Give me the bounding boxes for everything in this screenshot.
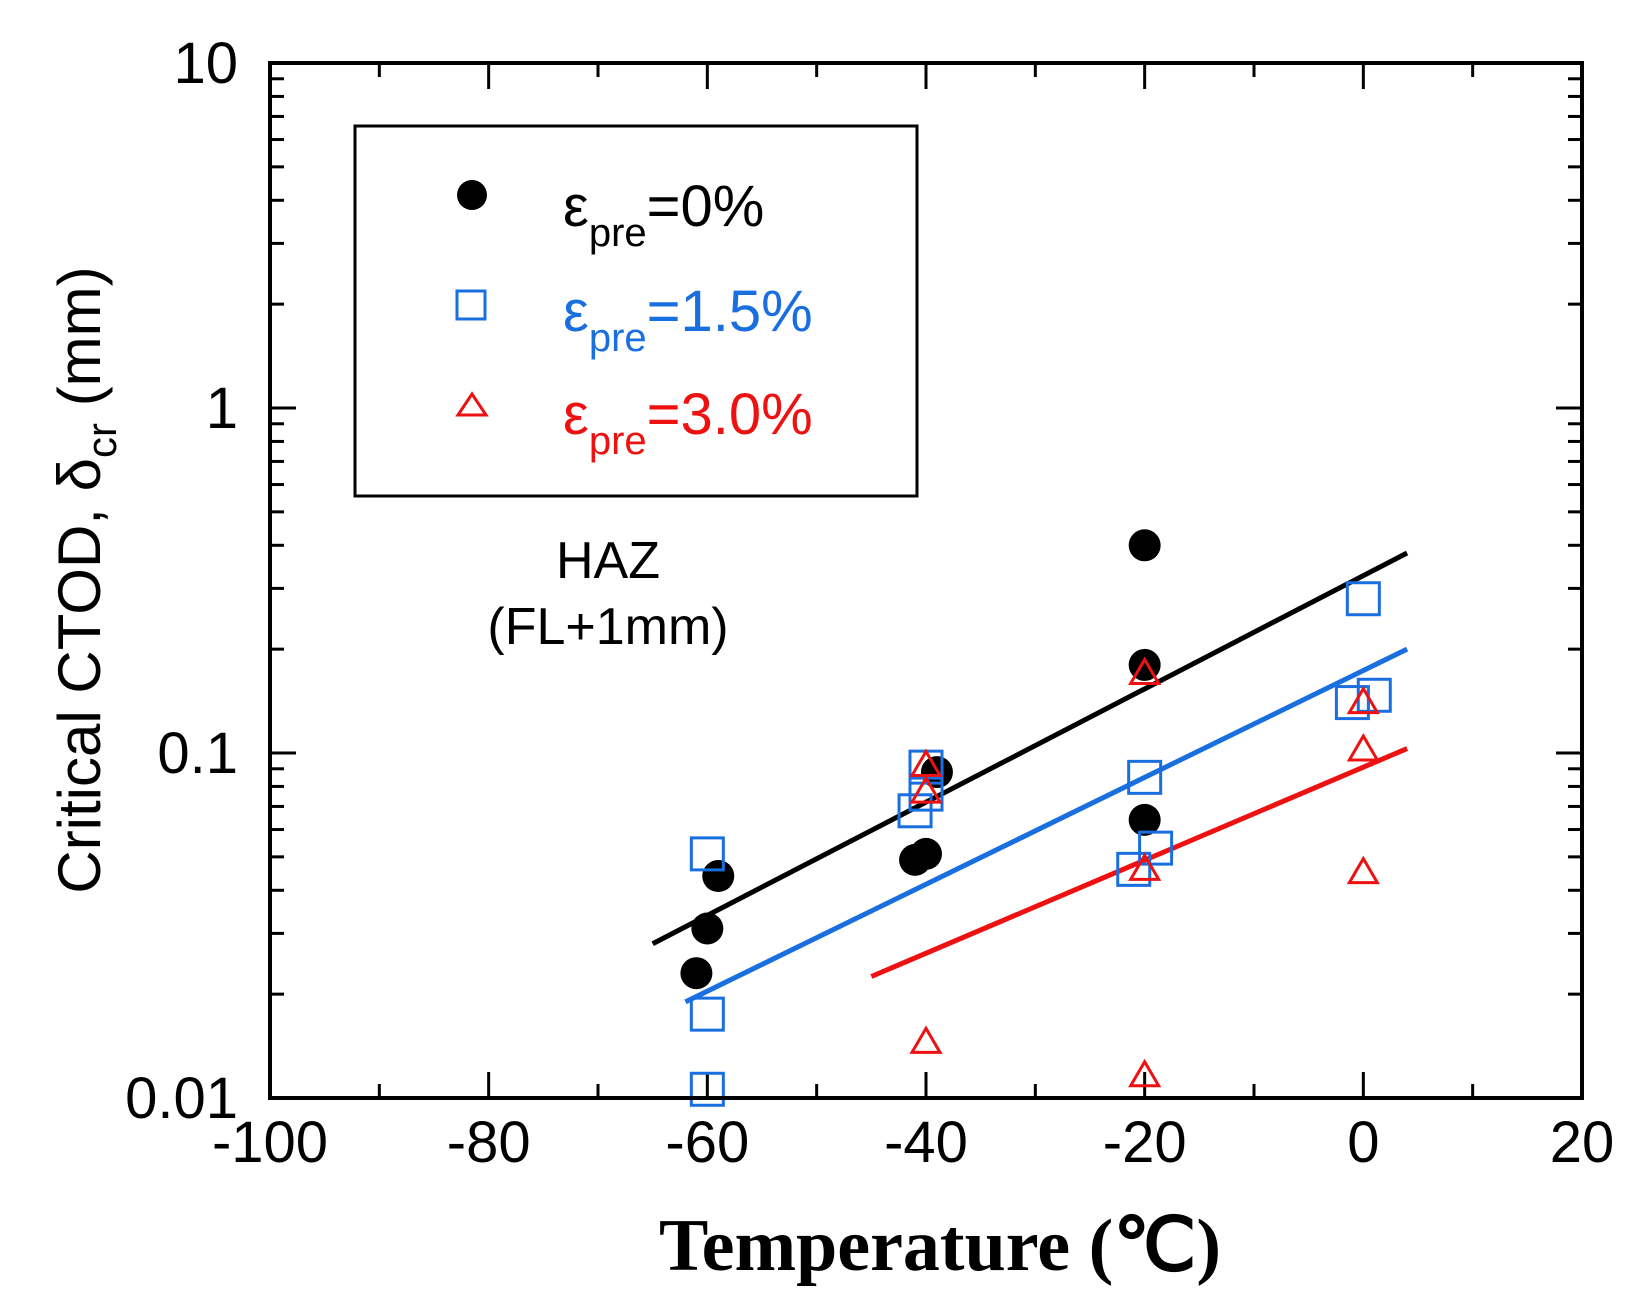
point-series-1: [689, 1071, 725, 1107]
legend-marker-2: [455, 391, 489, 417]
annotation-line-2: (FL+1mm): [487, 598, 728, 656]
point-series-0: [1128, 803, 1161, 836]
legend-label-0: εpre=0%: [563, 174, 764, 255]
point-series-2: [1346, 733, 1380, 762]
point-series-2: [909, 775, 943, 804]
point-series-1: [689, 996, 725, 1032]
legend-label-1-value: =1.5%: [647, 279, 813, 344]
y-tick-label: 1: [206, 376, 238, 441]
legend-label-2-symbol: ε: [563, 382, 589, 447]
point-series-0: [702, 860, 735, 893]
point-series-2: [909, 1025, 943, 1054]
fit-line-0: [651, 550, 1409, 946]
point-series-0: [910, 837, 942, 870]
y-axis-label: Critical CTOD, δcr (mm): [46, 266, 125, 893]
axis-ticks: [268, 63, 1584, 1100]
point-series-0: [1128, 529, 1161, 562]
legend-label-2-value: =3.0%: [647, 382, 813, 447]
x-axis-label: Temperature (℃): [659, 1205, 1221, 1287]
x-tick-label: -20: [1103, 1110, 1187, 1175]
point-series-2: [1128, 1058, 1162, 1088]
x-tick-label: -100: [212, 1110, 328, 1175]
point-series-2: [909, 748, 943, 777]
point-series-2: [1128, 656, 1162, 685]
point-series-1: [1116, 851, 1152, 887]
legend-label-0-symbol: ε: [563, 174, 589, 239]
point-series-1: [1138, 830, 1174, 866]
x-tick-label: -80: [447, 1110, 531, 1175]
legend-label-2: εpre=3.0%: [563, 382, 813, 463]
legend-label-1-sub: pre: [589, 316, 647, 360]
y-axis-label-main: Critical CTOD, δ: [46, 458, 113, 894]
x-tick-labels: -100 -80 -60 -40 -20 0 20: [212, 1110, 1614, 1175]
legend-label-2-sub: pre: [589, 419, 647, 463]
y-axis-label-unit: (mm): [46, 266, 113, 423]
point-series-0: [680, 957, 713, 990]
legend: εpre=0% εpre=1.5% εpre=3.0%: [353, 124, 919, 498]
point-series-1: [1127, 759, 1163, 795]
annotation-line-1: HAZ: [556, 532, 660, 590]
legend-label-1-symbol: ε: [563, 279, 589, 344]
y-tick-label: 10: [173, 31, 238, 96]
data-points: [680, 529, 1392, 1107]
legend-marker-0: [457, 180, 487, 210]
point-series-2: [1346, 855, 1380, 885]
x-tick-label: -60: [665, 1110, 749, 1175]
x-tick-label: 0: [1347, 1110, 1379, 1175]
legend-label-0-sub: pre: [589, 211, 647, 255]
plot-frame: [268, 61, 1584, 1100]
y-axis-label-sub: cr: [78, 423, 125, 458]
legend-label-1: εpre=1.5%: [563, 279, 813, 360]
x-tick-label: 20: [1550, 1110, 1615, 1175]
point-series-1: [1345, 581, 1381, 617]
legend-marker-1: [455, 289, 487, 321]
y-tick-labels: 0.01 0.1 1 10: [125, 31, 238, 1131]
legend-label-0-value: =0%: [647, 174, 765, 239]
x-tick-label: -40: [884, 1110, 968, 1175]
y-tick-label: 0.01: [125, 1066, 238, 1131]
point-series-2: [1128, 852, 1162, 881]
legend-box: [353, 124, 919, 498]
point-series-1: [1334, 685, 1370, 721]
point-series-2: [1346, 685, 1380, 715]
point-series-0: [691, 912, 724, 945]
fit-line-1: [684, 646, 1409, 1005]
point-series-1: [689, 836, 725, 872]
fit-lines: [651, 550, 1409, 1005]
y-tick-label: 0.1: [157, 721, 238, 786]
